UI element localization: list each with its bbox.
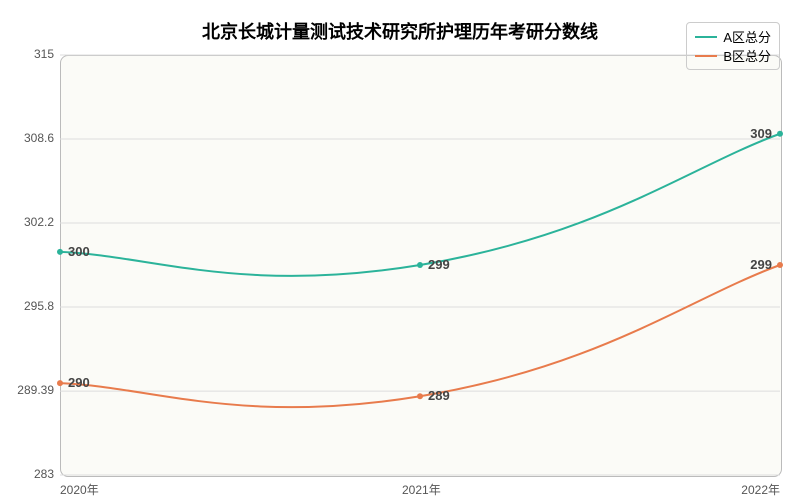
x-tick-label: 2022年 (741, 481, 780, 498)
legend-item-b: B区总分 (695, 46, 771, 65)
data-label: 290 (68, 375, 90, 390)
chart-container: 北京长城计量测试技术研究所护理历年考研分数线 A区总分 B区总分 283289.… (0, 0, 800, 500)
legend-swatch-a (695, 36, 717, 38)
legend-label-a: A区总分 (723, 27, 771, 46)
data-label: 299 (750, 257, 772, 272)
data-label: 309 (750, 126, 772, 141)
chart-svg (0, 0, 800, 500)
legend-item-a: A区总分 (695, 27, 771, 46)
y-tick-label: 289.39 (17, 383, 54, 397)
legend-label-b: B区总分 (723, 46, 771, 65)
x-tick-label: 2021年 (402, 481, 441, 498)
data-label: 300 (68, 244, 90, 259)
x-tick-label: 2020年 (60, 481, 99, 498)
legend-swatch-b (695, 55, 717, 57)
y-tick-label: 283 (34, 467, 54, 481)
y-tick-label: 315 (34, 47, 54, 61)
y-tick-label: 302.2 (24, 215, 54, 229)
data-label: 299 (428, 257, 450, 272)
data-label: 289 (428, 388, 450, 403)
legend: A区总分 B区总分 (686, 22, 780, 70)
y-tick-label: 295.8 (24, 299, 54, 313)
y-tick-label: 308.6 (24, 131, 54, 145)
